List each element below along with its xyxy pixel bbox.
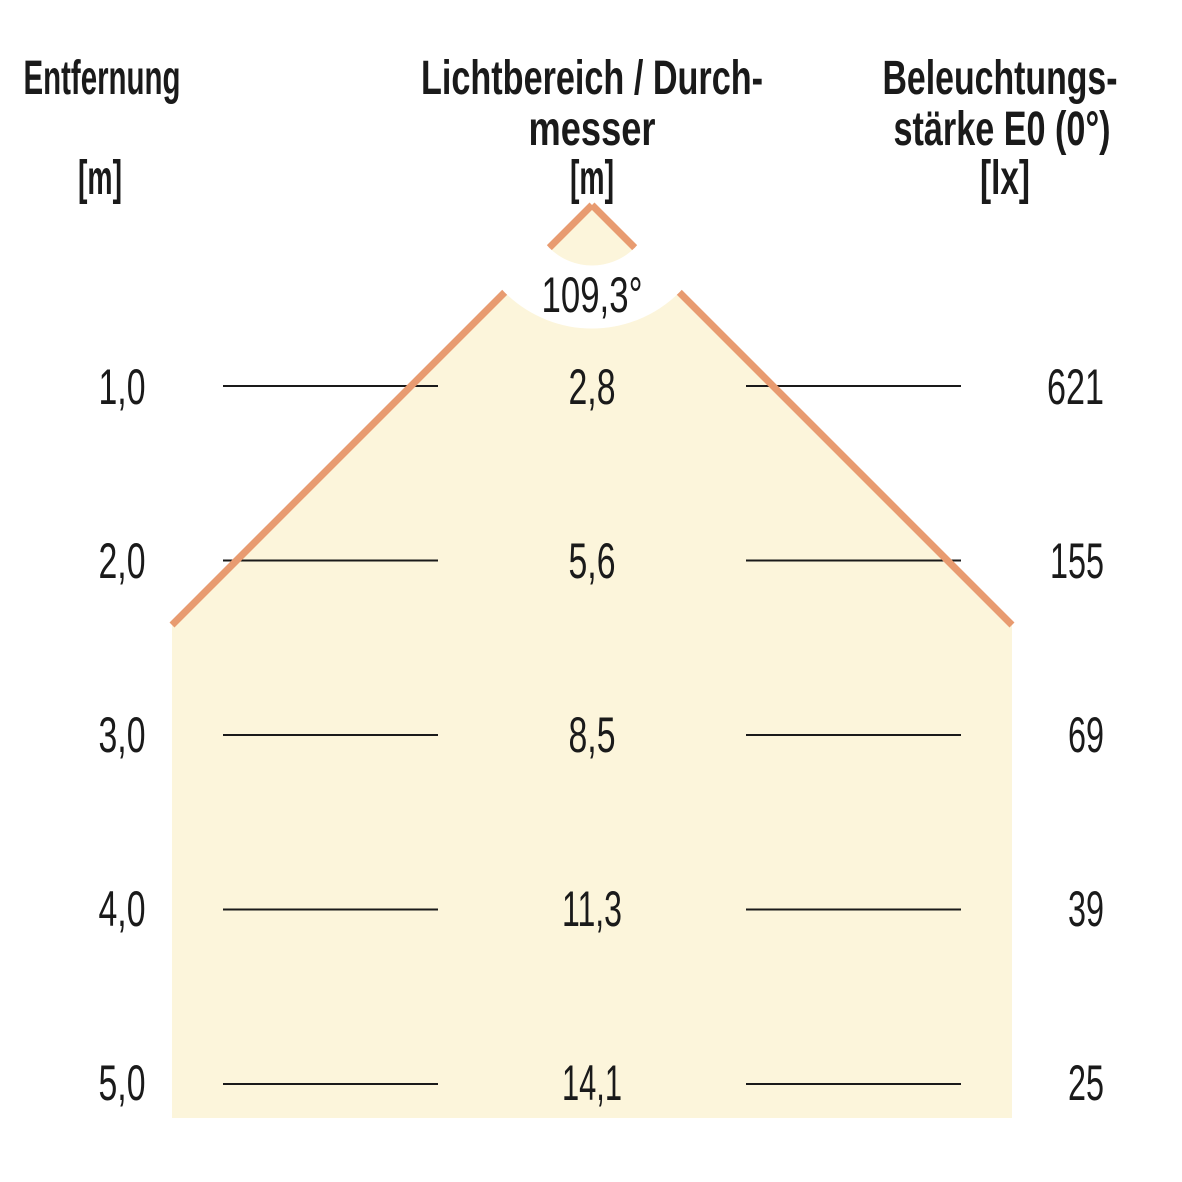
illuminance-value: 621 <box>1047 359 1104 415</box>
distance-value: 2,0 <box>99 533 146 589</box>
diameter-value: 2,8 <box>569 359 616 415</box>
table-row: 3,0 8,5 69 <box>99 707 1105 763</box>
table-row: 4,0 11,3 39 <box>99 881 1105 937</box>
illuminance-value: 39 <box>1068 881 1104 937</box>
illuminance-column-title-line2: stärke E0 (0°) <box>894 103 1111 156</box>
table-row: 5,0 14,1 25 <box>99 1055 1105 1111</box>
diameter-column-title-line2: messer <box>529 103 656 156</box>
distance-value: 5,0 <box>99 1055 146 1111</box>
illuminance-column-unit: [lx] <box>980 152 1030 205</box>
illuminance-value: 155 <box>1050 533 1104 589</box>
diameter-column-title-line1: Lichtbereich / Durch- <box>421 52 763 105</box>
light-cone-fill <box>172 205 1012 1118</box>
beam-angle-arc-gap <box>468 81 716 329</box>
table-row: 1,0 2,8 621 <box>99 359 1105 415</box>
diameter-value: 14,1 <box>562 1055 622 1111</box>
illuminance-column-title-line1: Beleuchtungs- <box>883 52 1118 105</box>
table-header: Entfernung [m] Lichtbereich / Durch- mes… <box>24 52 1118 205</box>
table-row: 2,0 5,6 155 <box>99 533 1105 589</box>
beam-angle-label: 109,3° <box>542 267 643 323</box>
diameter-value: 11,3 <box>562 881 622 937</box>
distance-value: 3,0 <box>99 707 146 763</box>
diameter-column-unit: [m] <box>570 152 614 205</box>
diameter-value: 8,5 <box>569 707 616 763</box>
row-lines <box>223 385 961 1085</box>
distance-column-unit: [m] <box>78 152 122 205</box>
illuminance-value: 25 <box>1068 1055 1104 1111</box>
illuminance-value: 69 <box>1068 707 1104 763</box>
distance-value: 1,0 <box>99 359 146 415</box>
distance-column-title: Entfernung <box>24 52 181 105</box>
distance-value: 4,0 <box>99 881 146 937</box>
diameter-value: 5,6 <box>569 533 616 589</box>
